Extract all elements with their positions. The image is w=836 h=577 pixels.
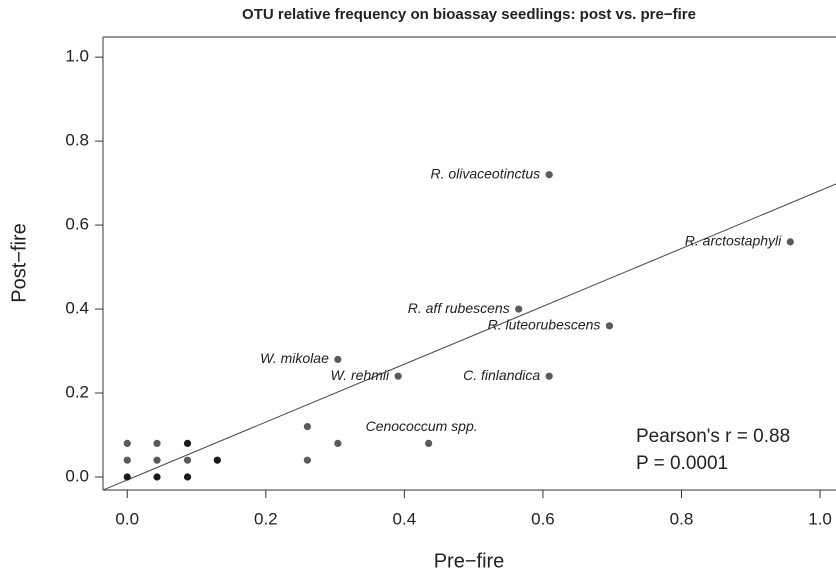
point: [605, 322, 614, 330]
point: [183, 456, 192, 464]
point: [123, 456, 131, 464]
point: [153, 473, 161, 481]
point: [545, 372, 553, 380]
point-label: R. aff rubescens: [408, 300, 510, 316]
chart-title: OTU relative frequency on bioassay seedl…: [242, 6, 696, 23]
x-tick-label: 0.8: [670, 509, 694, 528]
point: [545, 171, 553, 179]
point: [334, 439, 342, 447]
point-label: Cenococcum spp.: [366, 418, 478, 434]
stat-annotation: Pearson's r = 0.88: [636, 426, 790, 447]
y-axis-label: Post−fire: [8, 223, 30, 302]
point: [515, 305, 523, 313]
point: [123, 473, 131, 481]
point: [303, 456, 311, 464]
point-label: R. luteorubescens: [488, 317, 601, 333]
point: [213, 456, 221, 464]
x-tick-label: 0.6: [531, 509, 555, 528]
point-label: W. mikolae: [260, 350, 329, 366]
y-tick-label: 0.0: [65, 466, 89, 485]
y-tick-label: 0.2: [65, 383, 89, 402]
stat-annotation: P = 0.0001: [636, 453, 728, 474]
point: [183, 473, 192, 481]
fit-line: [102, 183, 836, 491]
point-label: W. rehmii: [331, 367, 390, 383]
x-tick-label: 0.2: [254, 509, 278, 528]
point: [153, 439, 161, 447]
point: [334, 355, 342, 364]
y-tick-label: 0.4: [65, 299, 89, 318]
point-label: C. finlandica: [463, 367, 540, 383]
x-tick-label: 0.0: [115, 509, 139, 528]
y-tick-label: 0.6: [65, 215, 89, 234]
point: [786, 238, 794, 246]
y-tick-label: 1.0: [65, 47, 89, 66]
point: [425, 439, 433, 447]
point: [123, 439, 131, 447]
x-tick-label: 0.4: [393, 509, 417, 528]
point: [394, 372, 402, 380]
point-label: R. arctostaphyli: [685, 233, 782, 249]
x-tick-label: 1.0: [808, 509, 832, 528]
point: [303, 423, 311, 431]
point: [153, 456, 161, 464]
x-axis-label: Pre−fire: [434, 550, 505, 572]
y-tick-label: 0.8: [65, 131, 89, 150]
point-label: R. olivaceotinctus: [430, 165, 540, 181]
point: [183, 439, 192, 447]
